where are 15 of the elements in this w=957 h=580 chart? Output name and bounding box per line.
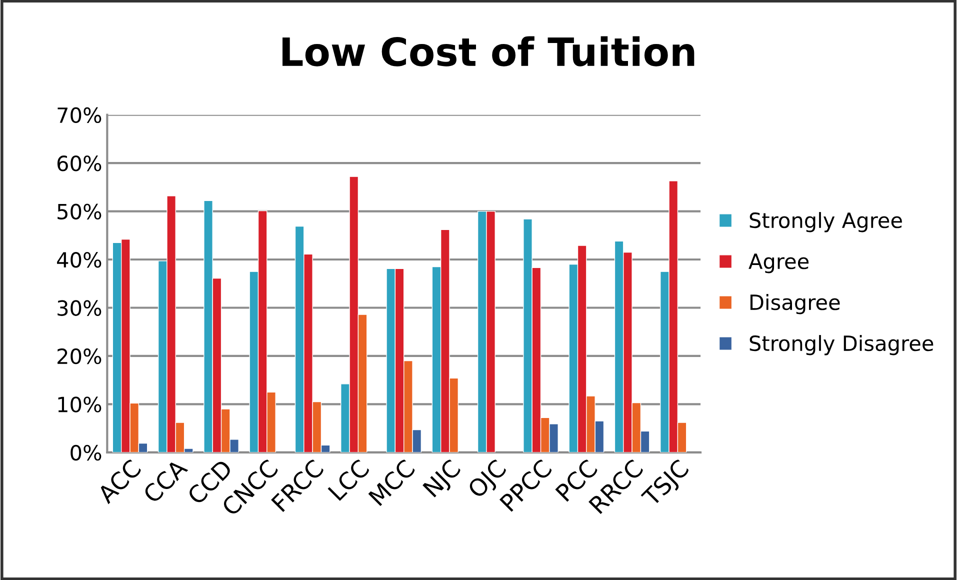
y-tick-label: 50%: [58, 204, 102, 220]
y-tick-label: 30%: [58, 300, 102, 316]
x-tick-label: CCA: [142, 458, 188, 504]
chart-title: Low Cost of Tuition: [282, 36, 694, 66]
y-tick-label: 10%: [58, 396, 102, 412]
y-tick-label: 0%: [70, 444, 102, 461]
legend-label: Disagree: [750, 294, 840, 314]
legend-label: Agree: [748, 254, 809, 274]
legend-label: Strongly Agree: [750, 212, 902, 232]
y-tick-label: 60%: [57, 156, 102, 172]
x-tick-label: NJC: [422, 458, 465, 501]
y-tick-label: 40%: [57, 252, 102, 268]
y-tick-label: 70%: [58, 107, 102, 124]
y-tick-label: 20%: [58, 348, 102, 364]
legend-label: Strongly Disagree: [750, 335, 934, 356]
